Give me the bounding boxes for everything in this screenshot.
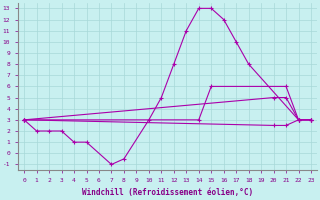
- X-axis label: Windchill (Refroidissement éolien,°C): Windchill (Refroidissement éolien,°C): [82, 188, 253, 197]
